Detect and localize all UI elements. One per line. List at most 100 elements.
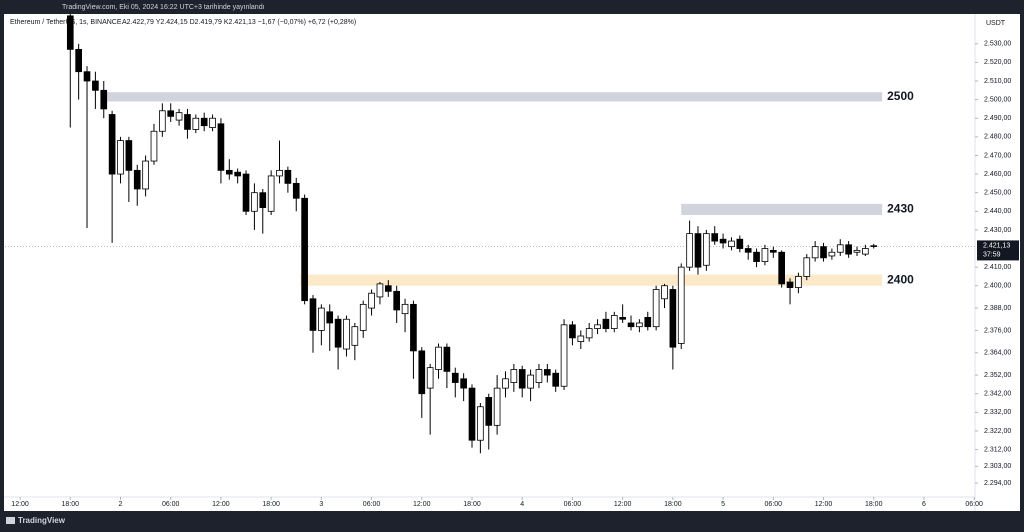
candle-body — [125, 140, 133, 171]
candle-body — [544, 369, 551, 376]
y-tick-label: 2.470,00 — [984, 152, 1011, 159]
x-tick-label: 12:00 — [413, 501, 431, 508]
last-price-box — [977, 240, 1019, 261]
candle-body — [652, 289, 660, 328]
x-tick-label: 12:00 — [11, 501, 29, 508]
candle-body — [602, 318, 610, 329]
x-tick-label: 06:00 — [765, 501, 783, 508]
y-tick-label: 2.440,00 — [984, 208, 1011, 215]
last-price-label: 2.421,13 — [983, 242, 1010, 249]
x-tick-label: 6 — [922, 501, 926, 508]
candle-body — [259, 192, 267, 208]
x-tick-label: 06:00 — [965, 501, 983, 508]
candle-body — [410, 303, 417, 352]
y-tick-label: 2.342,00 — [984, 391, 1011, 398]
candle-body — [418, 350, 426, 395]
y-tick-label: 2.376,00 — [984, 327, 1011, 334]
ohlc: A2.422,79 Y2.424,15 D2.419,79 K2.421,13 … — [122, 19, 356, 26]
x-tick-label: 12:00 — [815, 501, 833, 508]
candle-body — [828, 251, 836, 257]
candle-body — [585, 328, 593, 339]
candle-body — [736, 238, 744, 249]
candle-body — [167, 110, 175, 117]
candle-body — [318, 307, 325, 331]
candle-body — [636, 322, 643, 328]
candle-body — [694, 233, 702, 268]
candle-body — [234, 171, 241, 177]
y-tick-label: 2.500,00 — [984, 96, 1011, 103]
x-tick-label: 12:00 — [614, 501, 632, 508]
x-tick-label: 06:00 — [162, 501, 180, 508]
y-tick-label: 2.450,00 — [984, 190, 1011, 197]
candle-body — [92, 80, 99, 91]
candle-body — [711, 233, 719, 242]
candle-body — [862, 248, 869, 255]
candle-body — [627, 322, 635, 328]
candle-body — [209, 117, 216, 128]
candle-body — [117, 140, 124, 175]
candle-body — [343, 318, 350, 350]
candle-body — [778, 251, 785, 285]
candle-body — [477, 406, 484, 441]
candle-body — [108, 114, 116, 175]
y-tick-label: 2.388,00 — [984, 305, 1011, 312]
countdown: 37:59 — [983, 251, 1001, 258]
candle-body — [326, 311, 334, 324]
candle-body — [384, 285, 392, 292]
candle-body — [836, 244, 844, 253]
candle-body — [744, 248, 752, 253]
zone-label: 2400 — [887, 272, 914, 286]
candle-body — [610, 315, 618, 329]
candle-body — [761, 248, 769, 262]
x-tick-label: 12:00 — [212, 501, 230, 508]
candle-body — [401, 303, 409, 315]
candle-body — [443, 346, 451, 372]
x-tick-label: 18:00 — [262, 501, 280, 508]
y-tick-label: 2.510,00 — [984, 78, 1011, 85]
candle-body — [535, 369, 543, 383]
x-tick-label: 5 — [721, 501, 725, 508]
y-tick-label: 2.364,00 — [984, 350, 1011, 357]
zone — [681, 203, 883, 216]
y-tick-label: 2.530,00 — [984, 41, 1011, 48]
candle-body — [677, 266, 685, 344]
candle-body — [493, 387, 501, 426]
candle-body — [150, 130, 158, 162]
candle-body — [845, 244, 852, 255]
y-tick-label: 2.294,00 — [984, 480, 1011, 487]
candle-body — [200, 117, 208, 127]
candle-body — [811, 246, 819, 259]
candle-body — [242, 173, 250, 212]
y-tick-label: 2.352,00 — [984, 372, 1011, 379]
x-tick-label: 18:00 — [62, 501, 80, 508]
x-tick-label: 2 — [119, 501, 123, 508]
plot: 2.530,00 2.520,00 2.510,00 2.500,00 2.490,00… — [5, 14, 1019, 508]
candle-body — [66, 15, 74, 50]
candle-body — [560, 324, 568, 387]
y-tick-label: 2.332,00 — [984, 409, 1011, 416]
candle-body — [284, 169, 292, 184]
candle-body — [795, 276, 802, 289]
x-tick-label: 06:00 — [363, 501, 381, 508]
candle-body — [518, 369, 526, 389]
candle-body — [267, 175, 275, 212]
candle-body — [393, 290, 401, 311]
candle-body — [251, 192, 258, 212]
published-note: TradingView.com, Eki 05, 2024 16:22 UTC+… — [62, 4, 265, 11]
candle-body — [225, 169, 233, 175]
logo-icon — [6, 517, 15, 524]
candle-body — [719, 238, 727, 244]
candle-body — [309, 298, 317, 331]
candle-body — [301, 197, 308, 302]
candle-body — [192, 117, 200, 130]
x-tick-label: 4 — [520, 501, 524, 508]
candle-body — [569, 324, 576, 339]
candle-body — [83, 71, 91, 82]
candle-body — [100, 89, 108, 110]
candle-body — [728, 240, 735, 248]
candle-body — [435, 346, 442, 370]
y-tick-label: 2.322,00 — [984, 428, 1011, 435]
candle-body — [368, 292, 375, 309]
